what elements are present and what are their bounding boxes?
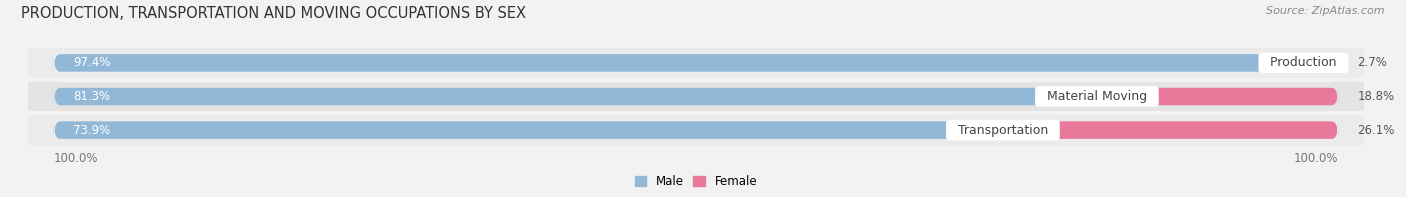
FancyBboxPatch shape: [53, 121, 1002, 139]
Text: Source: ZipAtlas.com: Source: ZipAtlas.com: [1267, 6, 1385, 16]
Legend: Male, Female: Male, Female: [634, 175, 758, 188]
FancyBboxPatch shape: [53, 54, 1303, 72]
Text: 18.8%: 18.8%: [1357, 90, 1395, 103]
Text: 100.0%: 100.0%: [53, 152, 98, 165]
Text: 26.1%: 26.1%: [1357, 124, 1395, 137]
FancyBboxPatch shape: [28, 48, 1364, 78]
FancyBboxPatch shape: [1303, 54, 1339, 72]
FancyBboxPatch shape: [53, 121, 1339, 139]
FancyBboxPatch shape: [53, 54, 1339, 72]
Text: 81.3%: 81.3%: [73, 90, 110, 103]
FancyBboxPatch shape: [53, 88, 1339, 105]
FancyBboxPatch shape: [28, 82, 1364, 111]
Text: Material Moving: Material Moving: [1039, 90, 1154, 103]
Text: 97.4%: 97.4%: [73, 56, 111, 69]
Text: Transportation: Transportation: [950, 124, 1056, 137]
Text: 100.0%: 100.0%: [1294, 152, 1339, 165]
FancyBboxPatch shape: [28, 115, 1364, 145]
Text: 2.7%: 2.7%: [1357, 56, 1388, 69]
FancyBboxPatch shape: [53, 88, 1097, 105]
FancyBboxPatch shape: [1097, 88, 1339, 105]
FancyBboxPatch shape: [1002, 121, 1339, 139]
Text: Production: Production: [1263, 56, 1344, 69]
Text: 73.9%: 73.9%: [73, 124, 110, 137]
Text: PRODUCTION, TRANSPORTATION AND MOVING OCCUPATIONS BY SEX: PRODUCTION, TRANSPORTATION AND MOVING OC…: [21, 6, 526, 21]
